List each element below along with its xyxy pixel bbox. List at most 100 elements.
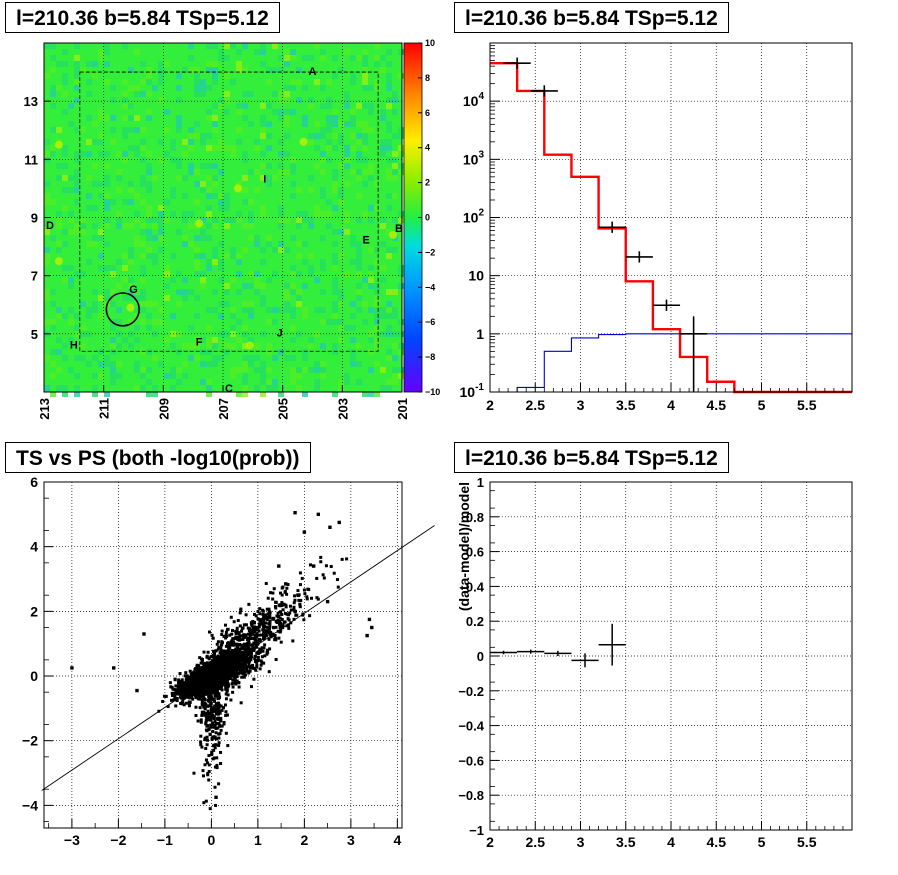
scatter-point bbox=[247, 639, 251, 643]
skymap-pixel bbox=[308, 133, 314, 139]
skymap-pixel bbox=[320, 367, 326, 373]
skymap-source-label: C bbox=[225, 383, 233, 395]
skymap-pixel bbox=[176, 127, 182, 133]
skymap-pixel bbox=[146, 91, 152, 97]
skymap-pixel bbox=[386, 85, 392, 91]
scatter-point bbox=[187, 704, 191, 708]
skymap-pixel bbox=[356, 307, 362, 313]
scatter-point bbox=[226, 669, 230, 673]
scatter-outlier-point bbox=[316, 512, 321, 517]
skymap-pixel bbox=[362, 55, 368, 61]
skymap-pixel bbox=[116, 169, 122, 175]
skymap-pixel bbox=[116, 175, 122, 181]
scatter-point bbox=[204, 747, 208, 751]
scatter-point bbox=[202, 664, 206, 668]
skymap-pixel bbox=[296, 289, 302, 295]
skymap-hotspot bbox=[299, 137, 308, 146]
skymap-pixel bbox=[332, 55, 338, 61]
skymap-pixel bbox=[332, 115, 338, 121]
scatter-point bbox=[197, 687, 201, 691]
scatter-point bbox=[248, 664, 252, 668]
scatter-point bbox=[211, 714, 215, 718]
skymap-pixel bbox=[320, 319, 326, 325]
scatter-point bbox=[279, 628, 283, 632]
skymap-pixel bbox=[206, 265, 212, 271]
scatter-point bbox=[210, 750, 214, 754]
skymap-pixel bbox=[278, 205, 284, 211]
skymap-pixel bbox=[206, 145, 212, 151]
skymap-pixel bbox=[296, 367, 302, 373]
scatter-point bbox=[233, 680, 237, 684]
skymap-pixel bbox=[152, 319, 158, 325]
scatter-outlier-point bbox=[142, 632, 146, 636]
skymap-pixel bbox=[212, 253, 218, 259]
scatter-point bbox=[258, 639, 262, 643]
skymap-pixel bbox=[332, 253, 338, 259]
resid-ytick-label: −0.2 bbox=[458, 684, 484, 699]
scatter-point bbox=[228, 657, 232, 661]
scatter-point bbox=[205, 674, 209, 678]
scatter-point bbox=[247, 662, 251, 666]
skymap-pixel bbox=[278, 139, 284, 145]
skymap-pixel bbox=[338, 289, 344, 295]
scatter-point bbox=[299, 598, 303, 602]
skymap-pixel bbox=[164, 373, 170, 379]
scatter-point bbox=[170, 698, 174, 702]
skymap-pixel bbox=[236, 109, 242, 115]
scatter-point bbox=[216, 647, 220, 651]
skymap-pixel bbox=[212, 343, 218, 349]
skymap-pixel bbox=[224, 223, 230, 229]
scatter-point bbox=[222, 657, 226, 661]
scatter-point bbox=[161, 700, 165, 704]
skymap-pixel bbox=[386, 379, 392, 385]
skymap-pixel bbox=[224, 253, 230, 259]
scatter-point bbox=[226, 649, 230, 653]
scatter-point bbox=[280, 612, 284, 616]
scatter-point bbox=[212, 748, 216, 752]
scatter-point bbox=[181, 686, 185, 690]
scatter-point bbox=[182, 694, 186, 698]
skymap-pixel bbox=[284, 295, 290, 301]
scatter-point bbox=[241, 655, 245, 659]
scatter-point bbox=[336, 585, 340, 589]
skymap-pixel bbox=[386, 127, 392, 133]
scatter-point bbox=[287, 618, 291, 622]
skymap-pixel bbox=[362, 73, 368, 79]
skymap-pixel bbox=[398, 349, 404, 355]
skymap-pixel bbox=[50, 85, 56, 91]
skymap-pixel bbox=[92, 73, 98, 79]
scatter-point bbox=[278, 604, 282, 608]
skymap-pixel bbox=[50, 319, 56, 325]
scatter-point bbox=[214, 694, 218, 698]
skymap-pixel bbox=[62, 205, 68, 211]
scatter-point bbox=[214, 666, 218, 670]
skymap-pixel bbox=[92, 241, 98, 247]
scatter-point bbox=[217, 782, 221, 786]
skymap-pixel bbox=[290, 373, 296, 379]
scatter-point bbox=[213, 699, 217, 703]
scatter-point bbox=[215, 689, 219, 693]
scatter-point bbox=[215, 704, 219, 708]
skymap-pixel bbox=[128, 85, 134, 91]
scatter-point bbox=[201, 681, 205, 685]
skymap-pixel bbox=[350, 337, 356, 343]
skymap-pixel bbox=[74, 55, 80, 61]
scatter-outlier-point bbox=[337, 520, 341, 525]
scatter-point bbox=[288, 611, 292, 615]
scatter-point bbox=[214, 731, 218, 735]
scatter-point bbox=[282, 602, 286, 606]
skymap-pixel bbox=[62, 313, 68, 319]
skymap-pixel bbox=[230, 313, 236, 319]
scatter-point bbox=[206, 663, 210, 667]
skymap-pixel bbox=[44, 319, 50, 325]
scatter-point bbox=[193, 687, 197, 691]
skymap-pixel bbox=[110, 343, 116, 349]
skymap-pixel bbox=[176, 175, 182, 181]
skymap-pixel bbox=[224, 283, 230, 289]
skymap-pixel bbox=[86, 115, 92, 121]
scatter-point bbox=[316, 597, 320, 601]
skymap-pixel bbox=[314, 205, 320, 211]
scatter-point bbox=[236, 648, 240, 652]
skymap-pixel bbox=[212, 61, 218, 67]
skymap-pixel bbox=[368, 277, 374, 283]
